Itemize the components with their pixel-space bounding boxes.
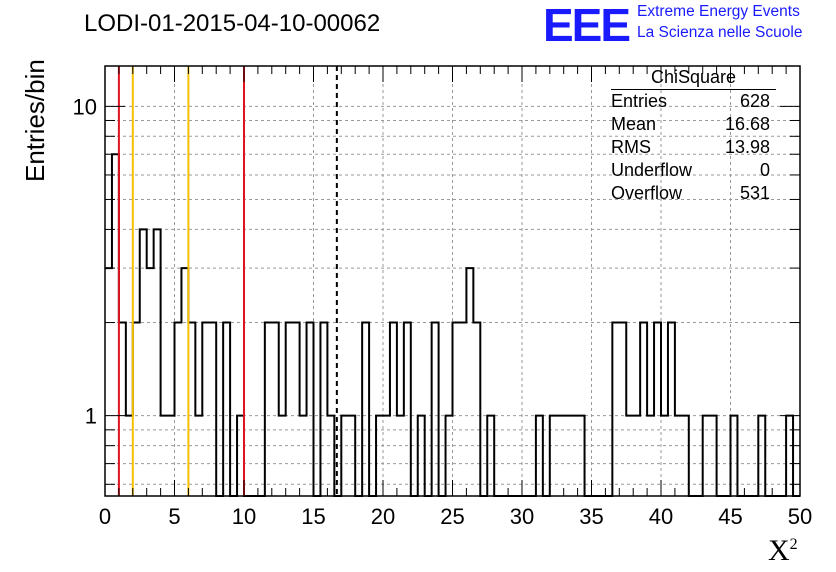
stats-value: 531 [739,183,770,203]
stats-row-rms: RMS 13.98 [611,136,776,159]
x-axis-label: X2 [768,534,798,567]
stats-row-underflow: Underflow 0 [611,159,776,182]
axes-layer: 0 5 10 15 20 25 30 35 40 45 50 1 10 [73,66,812,529]
stats-box: ChiSquare Entries 628 Mean 16.68 RMS 13.… [611,66,776,205]
stats-row-mean: Mean 16.68 [611,113,776,136]
stats-row-entries: Entries 628 [611,90,776,113]
marker-lines-layer [117,66,338,496]
x-tick-label: 30 [510,504,534,529]
x-tick-label: 50 [788,504,812,529]
y-tick-label: 1 [85,404,97,429]
x-tick-label: 20 [371,504,395,529]
stats-label: RMS [611,137,651,157]
logo-line-1: Extreme Energy Events [637,3,800,20]
stats-value: 628 [739,91,770,111]
x-tick-label: 15 [301,504,325,529]
x-tick-label: 0 [99,504,111,529]
y-tick-label: 10 [73,94,97,119]
stats-label: Entries [611,91,668,111]
x-tick-label: 45 [718,504,742,529]
eee-logo: EEE [543,0,631,51]
stats-row-overflow: Overflow 531 [611,182,776,205]
stats-value: 13.98 [724,137,770,157]
stats-value: 0 [759,160,770,180]
y-axis-label: Entries/bin [20,59,50,182]
stats-value: 16.68 [724,114,770,134]
grid-layer [105,66,800,496]
stats-title: ChiSquare [611,66,776,90]
chart-title: LODI-01-2015-04-10-00062 [84,10,381,37]
plot-frame [104,65,801,497]
stats-label: Overflow [611,183,683,203]
x-tick-label: 10 [232,504,256,529]
x-tick-label: 25 [440,504,464,529]
x-tick-label: 35 [579,504,603,529]
x-tick-label: 5 [168,504,180,529]
x-tick-label: 40 [649,504,673,529]
stats-label: Mean [611,114,657,134]
logo-line-2: La Scienza nelle Scuole [637,24,803,41]
stats-label: Underflow [611,160,693,180]
